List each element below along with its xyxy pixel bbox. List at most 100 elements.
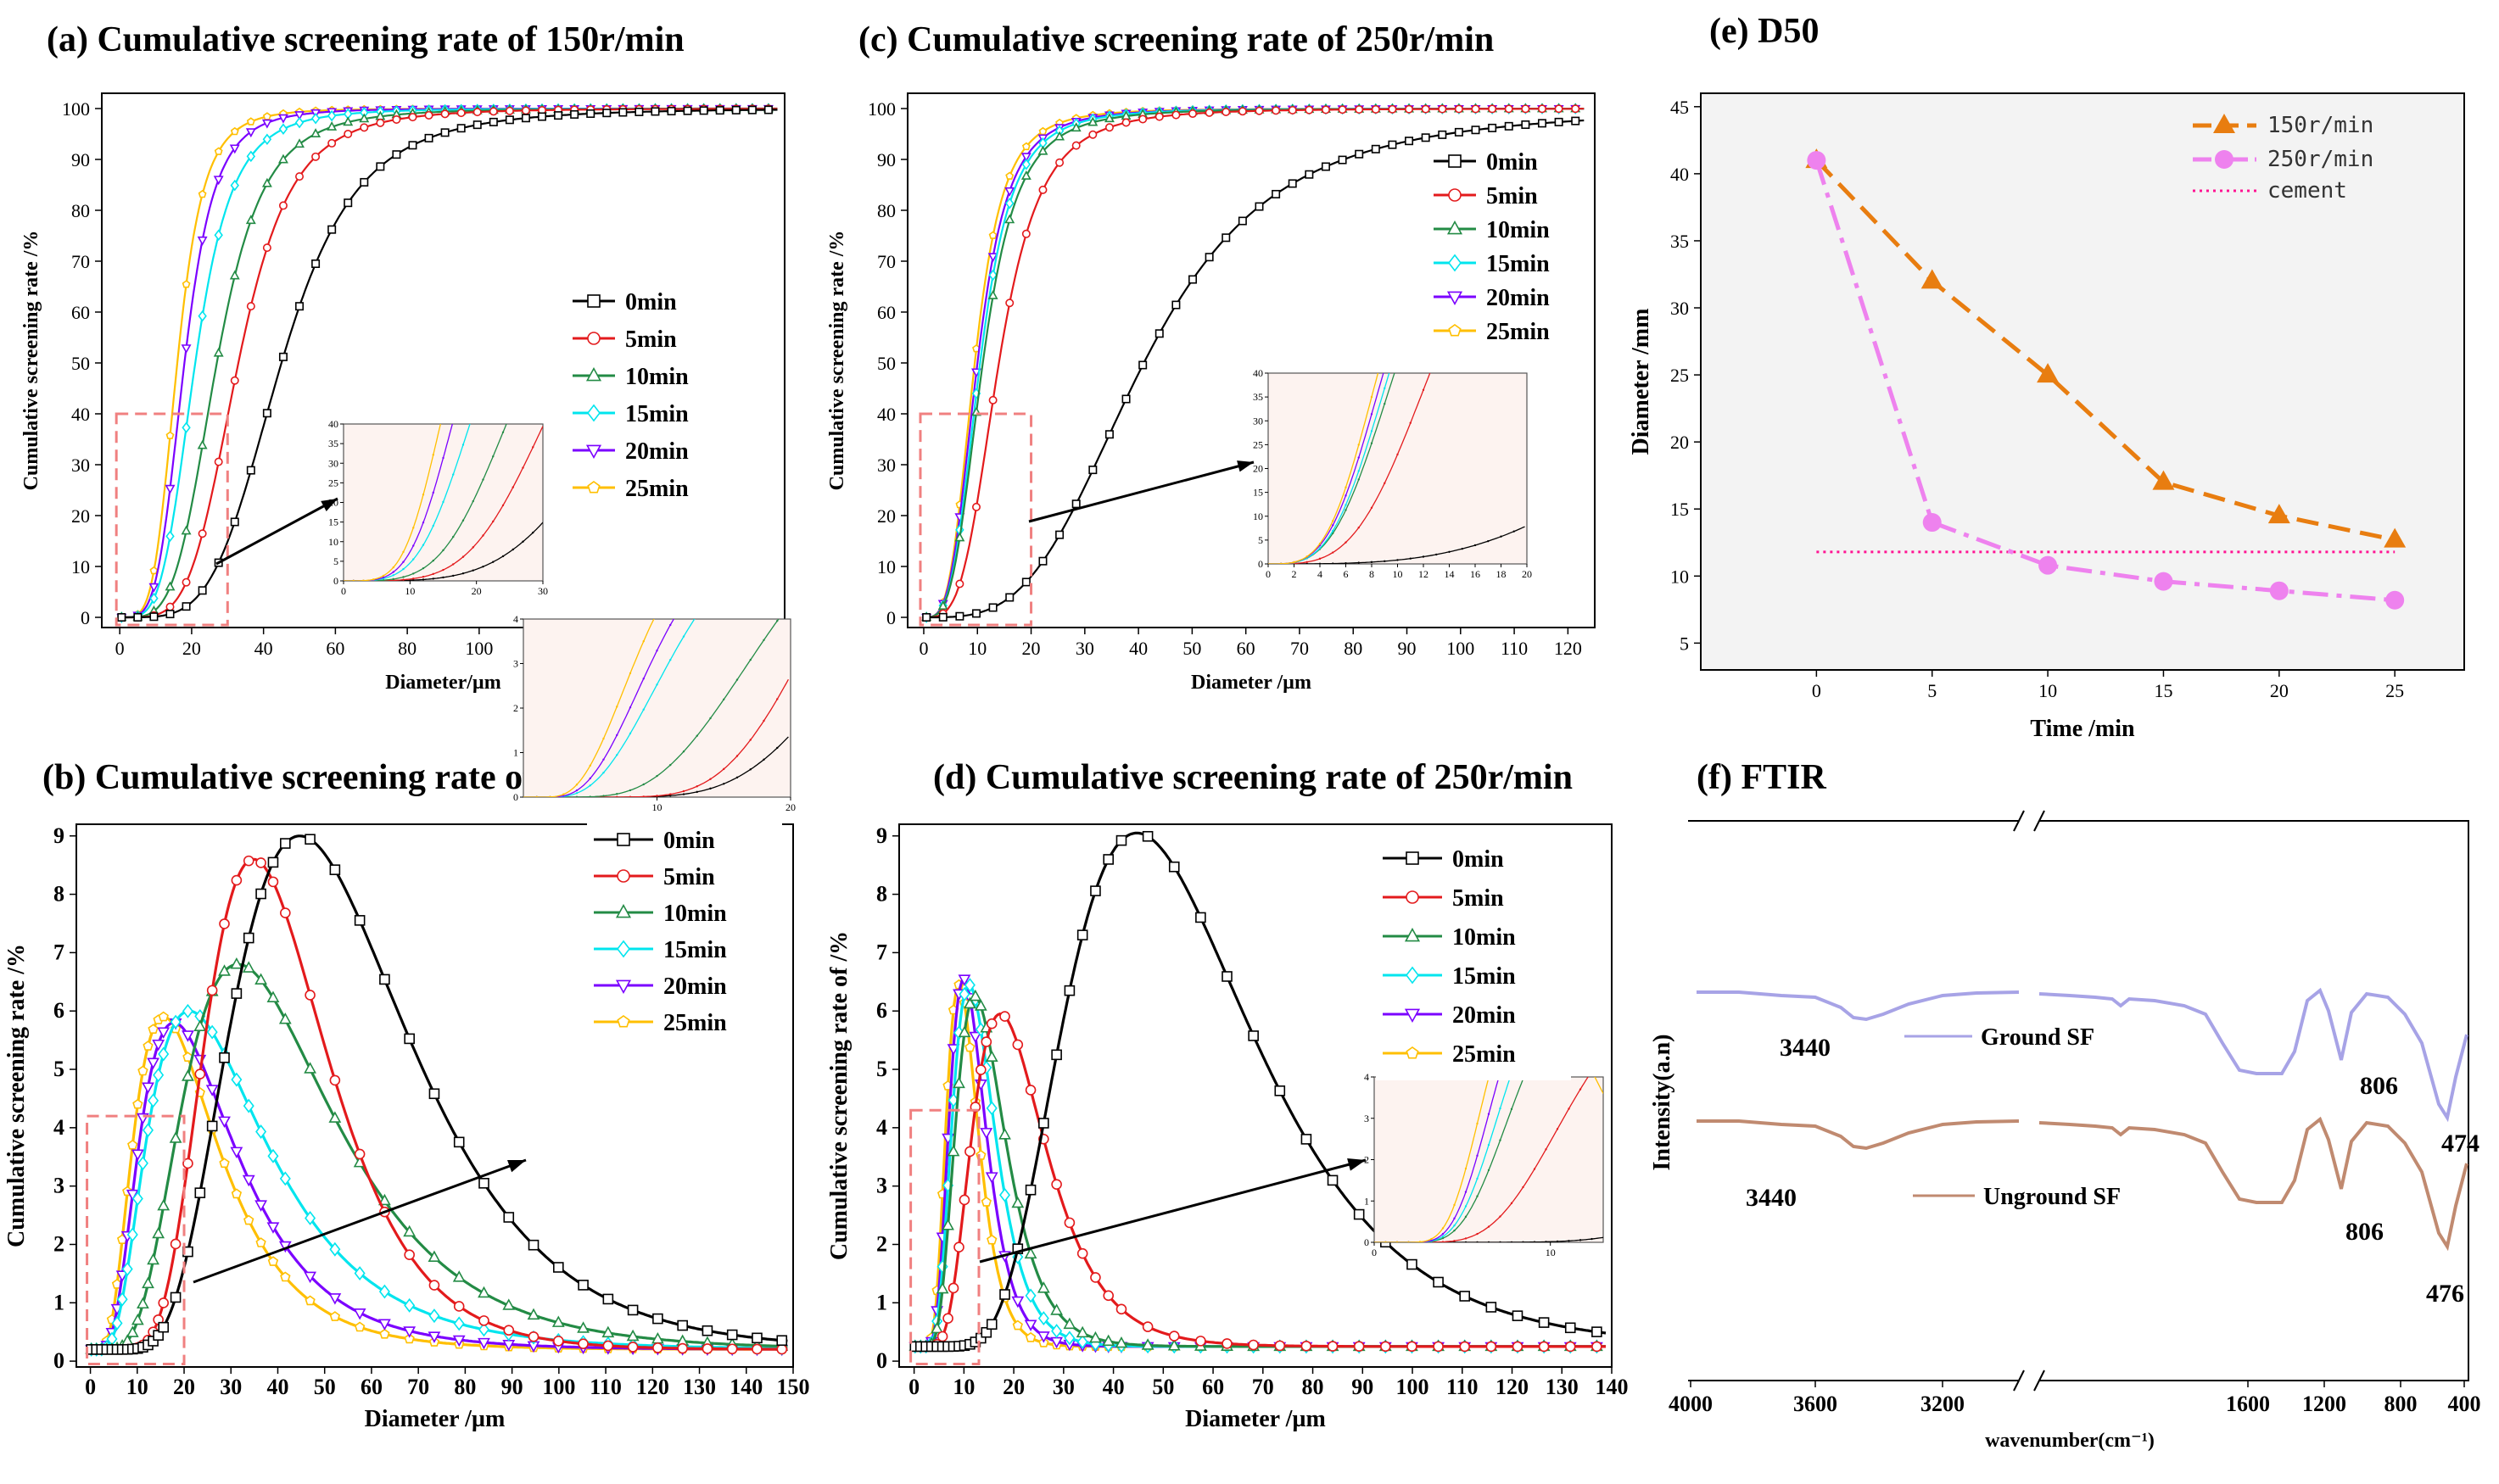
inset-point-15min: [1318, 547, 1322, 550]
inset-point-0min: [776, 746, 779, 750]
data-point-25min: [143, 1040, 154, 1051]
y-axis-label: Cumulative screening rate /%: [20, 231, 42, 491]
data-point-0min: [1222, 233, 1231, 243]
data-point-5min: [1406, 1341, 1417, 1353]
data-point-25min: [132, 1098, 143, 1109]
x-tick-label: 30: [1076, 638, 1094, 659]
y-axis-label: Intensity(a.n): [1649, 1034, 1675, 1170]
legend-marker-0min: [587, 294, 601, 308]
data-point-5min: [602, 1340, 614, 1352]
data-point-5min: [976, 1064, 987, 1075]
inset-x-tick-label: 4: [1317, 568, 1322, 580]
x-tick-label: 70: [1290, 638, 1309, 659]
data-point-5min: [1371, 104, 1380, 114]
inset-point-5min: [735, 755, 739, 757]
x-tick-label: 110: [590, 1375, 622, 1399]
data-point-0min: [1248, 1030, 1259, 1041]
data-point-5min: [246, 302, 255, 311]
data-point-10min: [193, 1019, 207, 1031]
axis-break-mark: [2033, 810, 2045, 832]
data-point-25min: [379, 1328, 390, 1339]
data-point-5min: [1121, 118, 1131, 127]
x-tick-label: 10: [126, 1375, 148, 1399]
data-point-20min: [142, 1082, 154, 1094]
inset-point-20min: [629, 706, 632, 709]
inset-y-tick-label: 10: [1253, 510, 1263, 522]
x-tick-label: 3200: [1920, 1392, 1965, 1416]
data-point-5min: [1274, 1340, 1286, 1352]
data-point-15min: [131, 1191, 143, 1206]
data-point-20min: [378, 1319, 391, 1331]
inset-y-tick-label: 40: [1253, 367, 1263, 379]
data-point-5min: [1405, 104, 1414, 114]
legend-marker-0min: [1448, 154, 1462, 168]
data-point-0min: [1471, 126, 1480, 135]
y-tick-label: 20: [1670, 432, 1689, 453]
inset-point-20min: [656, 650, 658, 652]
data-point-5min: [503, 1325, 515, 1336]
data-point-15min: [1051, 1324, 1063, 1339]
data-point-15min: [137, 1156, 148, 1171]
data-point-10min: [137, 1297, 149, 1309]
data-point-0min: [243, 932, 254, 944]
inset-x-tick-label: 0: [341, 585, 346, 597]
data-point-15min: [198, 310, 207, 322]
inset-point-5min: [492, 520, 495, 523]
inset-point-10min: [589, 795, 591, 797]
data-point-15min: [404, 1297, 416, 1313]
data-point-5min: [214, 457, 223, 466]
inset-point-20min: [402, 561, 405, 563]
data-point-0min: [553, 1262, 564, 1273]
inset-point-0min: [1591, 1237, 1593, 1241]
legend-label-20min: 20min: [1452, 1002, 1516, 1029]
data-point-25min: [262, 112, 271, 120]
inset-x-tick-label: 0: [1266, 568, 1271, 580]
data-point-5min: [305, 990, 316, 1001]
data-point-0min: [1305, 170, 1314, 179]
y-tick-label: 50: [877, 353, 896, 374]
data-point-15min: [182, 421, 191, 434]
inset-frame: [1267, 372, 1528, 565]
data-point-5min: [521, 106, 530, 115]
x-tick-label: 20: [182, 638, 201, 659]
data-point-10min: [551, 1315, 565, 1327]
data-point-5min: [1454, 104, 1463, 114]
x-tick-label: 80: [398, 638, 416, 659]
data-point-10min: [626, 1329, 640, 1342]
data-point-10min: [242, 961, 255, 973]
data-point-25min: [987, 1234, 998, 1245]
peak-label-unground-806: 806: [2345, 1218, 2384, 1246]
data-point-0min: [752, 1332, 763, 1344]
x-tick-label: 0: [1812, 680, 1821, 701]
y-tick-label: 0: [876, 1348, 887, 1373]
data-point-0min: [1104, 430, 1114, 439]
x-tick-label: 400: [2448, 1392, 2481, 1416]
inset-point-25min: [616, 706, 618, 708]
data-point-0min: [602, 109, 612, 118]
x-tick-label: 100: [1446, 638, 1474, 659]
inset-point-5min: [656, 795, 658, 797]
y-tick-label: 60: [71, 302, 90, 323]
inset-point-5min: [696, 785, 698, 788]
legend-marker-20min: [585, 444, 602, 460]
panel-a-chart: (a) Cumulative screening rate of 150r/mi…: [20, 20, 785, 694]
inset-y-tick-label: 0: [333, 575, 338, 587]
data-point-5min: [726, 1343, 738, 1355]
data-point-10min: [1063, 1317, 1076, 1330]
inset-point-0min: [1499, 1241, 1501, 1242]
x-tick-label: 3600: [1793, 1392, 1837, 1416]
data-point-5min: [1248, 1339, 1259, 1351]
x-tick-label: 90: [1351, 1375, 1373, 1399]
inset-point-25min: [642, 639, 645, 643]
data-point-20min: [152, 1039, 165, 1052]
x-tick-label: 40: [266, 1375, 288, 1399]
data-point-0min: [1485, 1302, 1497, 1313]
inset-point-0min: [749, 768, 752, 771]
x-tick-label: 60: [1202, 1375, 1224, 1399]
data-point-5min: [440, 109, 450, 119]
data-point-250r/min: [2154, 572, 2173, 591]
data-point-5min: [942, 1313, 953, 1325]
inset-y-tick-label: 5: [1258, 534, 1263, 546]
data-point-15min: [988, 269, 998, 282]
x-tick-label: 100: [542, 1375, 575, 1399]
